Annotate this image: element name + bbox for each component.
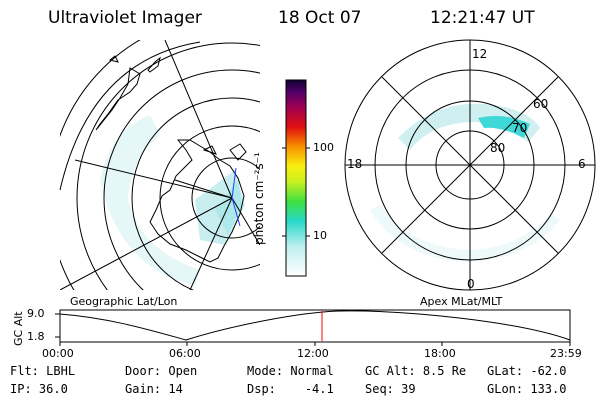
info-dsp-value: -4.1: [304, 382, 334, 396]
polar-plot: [344, 39, 596, 291]
timeline-y-label: GC Alt: [12, 311, 25, 346]
info-seq: Seq: 39: [365, 382, 416, 396]
info-glon-label: GLon:: [487, 382, 524, 396]
info-filter-value: LBHL: [46, 364, 76, 378]
colorbar-tick-100: 100: [313, 141, 334, 154]
altitude-timeline-frame: [59, 309, 571, 343]
info-mode: Mode: Normal: [247, 364, 334, 378]
info-glon: GLon: 133.0: [487, 382, 566, 396]
info-gain-value: 14: [168, 382, 183, 396]
info-dsp: Dsp: -4.1: [247, 382, 334, 396]
left-panel-title: Geographic Lat/Lon: [70, 295, 178, 308]
time-label: 12:21:47 UT: [430, 8, 535, 28]
timeline-xtick-0: 00:00: [42, 347, 74, 360]
info-door-value: Open: [168, 364, 198, 378]
mlat-label-60: 60: [533, 97, 549, 111]
mlat-label-70: 70: [512, 121, 528, 135]
geographic-map: [60, 40, 260, 290]
info-door: Door: Open: [125, 364, 197, 378]
timeline-xtick-3: 18:00: [424, 347, 456, 360]
mlat-label-80: 80: [490, 141, 506, 155]
timeline-xtick-1: 06:00: [169, 347, 201, 360]
info-ip: IP: 36.0: [10, 382, 68, 396]
info-filter-label: Flt:: [10, 364, 39, 378]
info-glon-value: 133.0: [530, 382, 567, 396]
info-ip-label: IP:: [10, 382, 32, 396]
info-gc-alt-value: 8.5 Re: [422, 364, 467, 378]
info-filter: Flt: LBHL: [10, 364, 75, 378]
info-seq-value: 39: [401, 382, 416, 396]
timeline-ytick-low: 1.8: [27, 330, 45, 343]
info-glat: GLat: -62.0: [487, 364, 566, 378]
info-glat-value: -62.0: [530, 364, 567, 378]
info-gc-alt: GC Alt: 8.5 Re: [365, 364, 466, 378]
timeline-xtick-2: 12:00: [297, 347, 329, 360]
mlt-label-18: 18: [347, 157, 363, 171]
info-gc-alt-label: GC Alt:: [365, 364, 416, 378]
colorbar-unit-label: photon cm⁻²s⁻¹: [252, 152, 266, 245]
right-panel-title: Apex MLat/MLT: [420, 295, 503, 308]
info-mode-value: Normal: [290, 364, 334, 378]
info-ip-value: 36.0: [38, 382, 68, 396]
colorbar-tick-10: 10: [313, 229, 327, 242]
info-door-label: Door:: [125, 364, 162, 378]
info-mode-label: Mode:: [247, 364, 284, 378]
mlt-label-0: 0: [467, 277, 475, 291]
date-label: 18 Oct 07: [278, 8, 362, 28]
altitude-curve: [59, 310, 571, 341]
info-seq-label: Seq:: [365, 382, 394, 396]
info-dsp-label: Dsp:: [247, 382, 276, 396]
info-gain: Gain: 14: [125, 382, 183, 396]
info-gain-label: Gain:: [125, 382, 162, 396]
mlt-label-6: 6: [578, 157, 586, 171]
instrument-title: Ultraviolet Imager: [48, 8, 202, 28]
info-glat-label: GLat:: [487, 364, 524, 378]
timeline-ytick-high: 9.0: [27, 307, 45, 320]
timeline-xtick-4: 23:59: [550, 347, 582, 360]
color-scale-bar: [285, 79, 307, 277]
mlt-label-12: 12: [472, 47, 488, 61]
